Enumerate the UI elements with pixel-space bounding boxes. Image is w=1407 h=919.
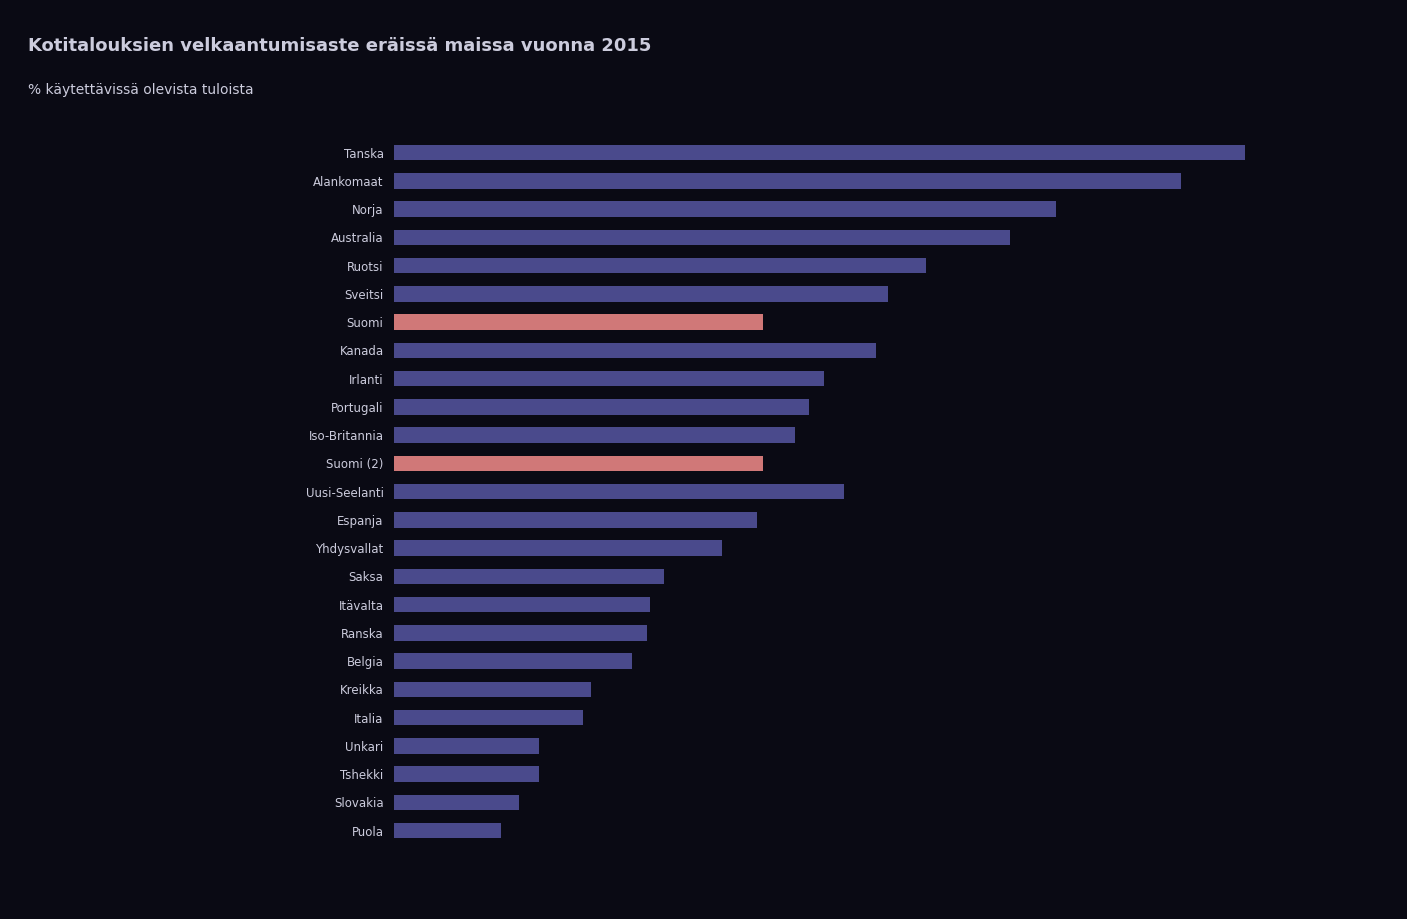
Bar — [394, 427, 795, 443]
Bar — [394, 286, 888, 301]
Bar — [394, 201, 1057, 217]
Bar — [394, 709, 582, 725]
Bar — [394, 653, 632, 669]
Bar — [394, 343, 877, 358]
Bar — [394, 399, 809, 414]
Text: % käytettävissä olevista tuloista: % käytettävissä olevista tuloista — [28, 83, 253, 96]
Bar — [394, 795, 519, 811]
Bar — [394, 766, 539, 782]
Bar — [394, 596, 650, 612]
Bar — [394, 540, 722, 556]
Bar — [394, 484, 844, 499]
Text: Kotitalouksien velkaantumisaste eräissä maissa vuonna 2015: Kotitalouksien velkaantumisaste eräissä … — [28, 37, 651, 55]
Bar — [394, 258, 926, 274]
Bar — [394, 823, 501, 838]
Bar — [394, 145, 1245, 161]
Bar — [394, 230, 1010, 245]
Bar — [394, 682, 591, 698]
Bar — [394, 173, 1180, 188]
Bar — [394, 512, 757, 528]
Bar — [394, 371, 825, 387]
Bar — [394, 569, 664, 584]
Bar — [394, 314, 763, 330]
Bar — [394, 738, 539, 754]
Bar — [394, 456, 763, 471]
Bar — [394, 625, 647, 641]
